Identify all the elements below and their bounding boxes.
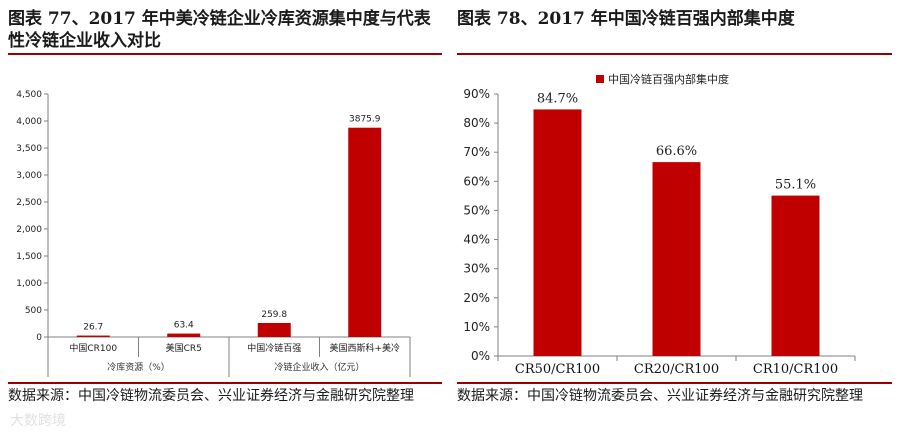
right-chart-title: 图表 78、2017 年中国冷链百强内部集中度 xyxy=(457,9,795,29)
y-tick-label: 4,000 xyxy=(16,117,42,127)
legend-label: 中国冷链百强内部集中度 xyxy=(608,72,729,86)
y-tick-label: 3,000 xyxy=(16,171,42,181)
y-tick-label: 4,500 xyxy=(16,90,42,100)
right-source-note: 数据来源：中国冷链物流委员会、兴业证券经济与金融研究院整理 xyxy=(457,388,863,404)
left-bottom-rule xyxy=(8,382,442,384)
y-tick-label: 30% xyxy=(463,262,490,276)
left-bar-chart: 0 500 1,000 1,500 2,000 2,500 3,000 3,500 4,000 4… xyxy=(16,90,411,377)
y-tick-label: 0% xyxy=(471,349,490,363)
watermark: 大数跨境 xyxy=(10,413,66,429)
y-tick-label: 90% xyxy=(463,87,490,101)
data-label: 66.6% xyxy=(656,144,697,159)
category-label: 中国CR100 xyxy=(69,342,117,354)
y-tick-label: 2,000 xyxy=(16,225,42,235)
bar xyxy=(652,162,701,356)
category-label: CR10/CR100 xyxy=(753,362,838,377)
y-tick-label: 1,500 xyxy=(16,252,42,262)
category-label: CR50/CR100 xyxy=(515,362,600,377)
legend-swatch xyxy=(596,75,604,83)
bar xyxy=(257,322,291,337)
group-label: 冷库资源（%） xyxy=(107,361,170,373)
right-top-rule xyxy=(457,53,892,55)
category-label: 美国CR5 xyxy=(166,342,202,354)
group-label: 冷链企业收入（亿元） xyxy=(274,361,364,373)
bar xyxy=(348,127,382,337)
data-label: 3875.9 xyxy=(349,115,381,125)
data-label: 26.7 xyxy=(83,323,103,333)
y-tick-label: 2,500 xyxy=(16,198,42,208)
y-tick-label: 50% xyxy=(463,203,490,217)
category-label: 中国冷链百强 xyxy=(247,342,301,354)
y-tick-label: 3,500 xyxy=(16,144,42,154)
left-chart-title: 图表 77、2017 年中美冷链企业冷库资源集中度与代表性冷链企业收入对比 xyxy=(8,9,431,51)
y-tick-label: 80% xyxy=(463,116,490,130)
bar xyxy=(76,335,110,337)
y-tick-label: 60% xyxy=(463,174,490,188)
data-label: 259.8 xyxy=(261,310,287,320)
right-bottom-rule xyxy=(457,382,892,384)
category-label: 美国西斯科+美冷 xyxy=(329,342,400,354)
bar xyxy=(533,109,582,356)
y-tick-label: 20% xyxy=(463,291,490,305)
y-tick-label: 1,000 xyxy=(16,279,42,289)
y-tick-label: 10% xyxy=(463,320,490,334)
data-label: 63.4 xyxy=(174,321,194,331)
y-tick-label: 0 xyxy=(36,333,42,343)
y-tick-label: 500 xyxy=(25,306,42,316)
right-bar-chart: 0% 10% 20% 30% 40% 50% 60% 70% 80% 90% 中国冷链百强内部集中度… xyxy=(463,72,856,377)
left-top-rule xyxy=(8,53,442,55)
bar xyxy=(167,333,201,337)
data-label: 84.7% xyxy=(537,91,578,106)
bar xyxy=(771,195,820,356)
data-label: 55.1% xyxy=(775,178,816,193)
category-label: CR20/CR100 xyxy=(634,362,719,377)
left-source-note: 数据来源：中国冷链物流委员会、兴业证券经济与金融研究院整理 xyxy=(8,388,414,404)
y-tick-label: 70% xyxy=(463,145,490,159)
y-tick-label: 40% xyxy=(463,233,490,247)
